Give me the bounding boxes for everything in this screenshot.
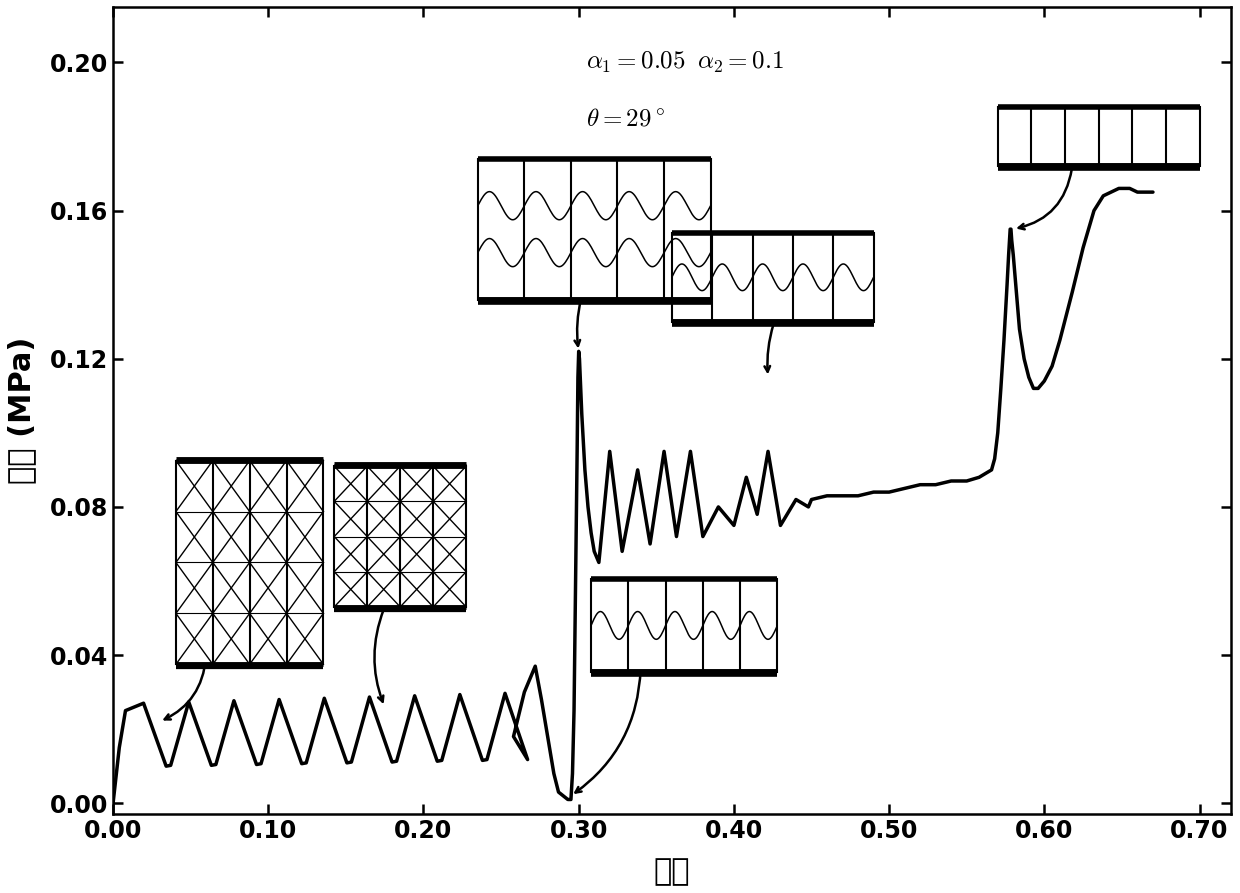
Text: $\alpha_1 = 0.05\;\;\alpha_2 = 0.1$: $\alpha_1 = 0.05\;\;\alpha_2 = 0.1$ — [587, 50, 784, 75]
Bar — [477, 159, 711, 299]
Bar — [672, 233, 874, 321]
Bar — [176, 461, 324, 664]
Y-axis label: 应力 (MPa): 应力 (MPa) — [7, 337, 36, 484]
Bar — [591, 580, 777, 672]
Text: $\theta=29^\circ$: $\theta=29^\circ$ — [587, 106, 666, 130]
Bar — [998, 107, 1199, 166]
X-axis label: 应变: 应变 — [653, 857, 691, 886]
Bar — [335, 466, 466, 607]
